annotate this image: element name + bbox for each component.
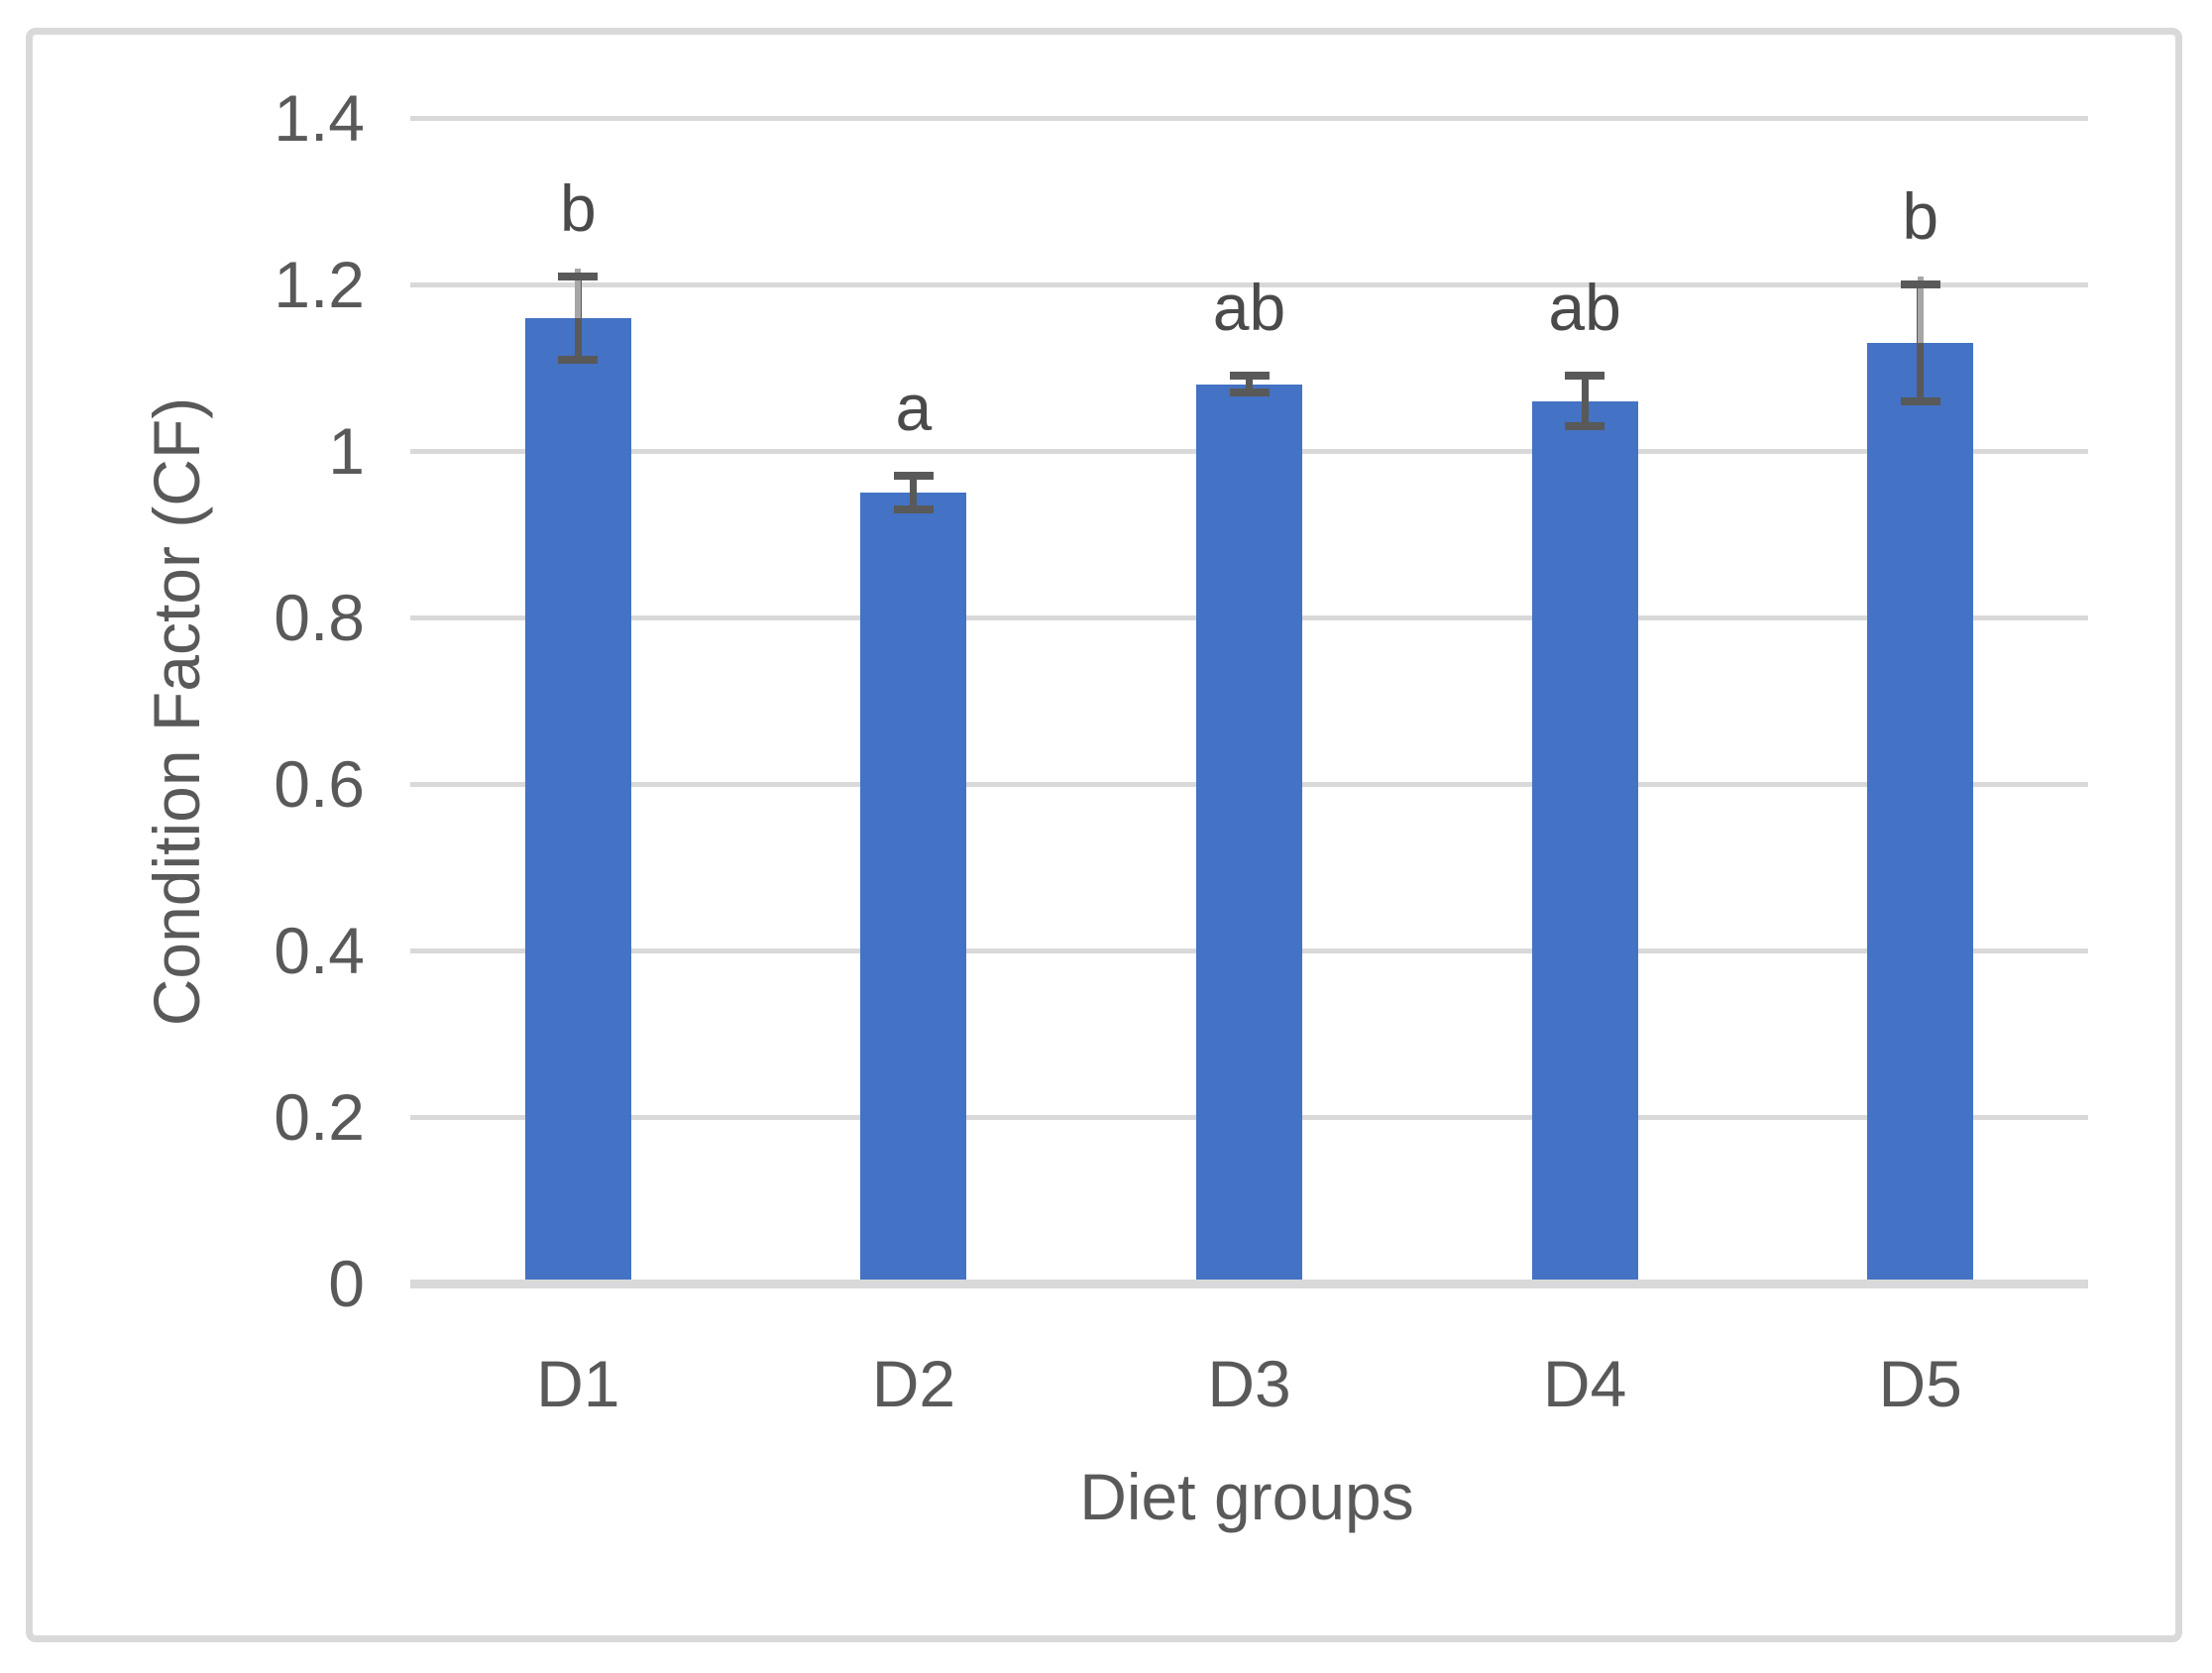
category-label-D1: D1	[536, 1347, 620, 1420]
error-line-light-D1	[575, 268, 582, 318]
x-axis-title: Diet groups	[1079, 1460, 1414, 1533]
sig-letter-D5: b	[1902, 179, 1939, 253]
sig-letter-D3: ab	[1212, 271, 1286, 345]
sig-letter-D4: ab	[1548, 271, 1621, 345]
ytick-label-0.2: 0.2	[274, 1080, 365, 1154]
error-line-D4	[1581, 376, 1589, 426]
ytick-label-0.4: 0.4	[274, 914, 365, 987]
sig-letter-D2: a	[895, 371, 933, 445]
error-cap-top-D2	[893, 472, 934, 481]
sig-letter-D1: b	[559, 170, 597, 245]
ytick-label-1: 1	[328, 414, 365, 488]
error-cap-top-D3	[1229, 372, 1270, 381]
error-cap-top-D5	[1900, 280, 1940, 288]
figure-frame-border	[26, 28, 2182, 1642]
bar-D2	[860, 493, 967, 1280]
ytick-label-0: 0	[328, 1247, 365, 1320]
error-line-D2	[910, 476, 918, 509]
bar-D4	[1531, 400, 1638, 1280]
error-cap-top-D4	[1565, 372, 1605, 381]
gridline-1.2	[410, 281, 2088, 287]
error-line-D3	[1246, 376, 1253, 393]
category-label-D2: D2	[871, 1347, 956, 1420]
bar-D5	[1867, 342, 1974, 1280]
gridline-1.4	[410, 115, 2088, 121]
error-cap-bottom-D4	[1565, 421, 1605, 430]
error-cap-bottom-D2	[893, 504, 934, 513]
ytick-label-1.4: 1.4	[274, 81, 365, 155]
bar-D1	[524, 317, 631, 1280]
category-label-D4: D4	[1542, 1347, 1627, 1420]
error-cap-bottom-D1	[558, 355, 599, 364]
bar-D3	[1196, 384, 1302, 1280]
error-line-D1	[574, 276, 582, 360]
ytick-label-0.6: 0.6	[274, 747, 365, 821]
error-cap-bottom-D5	[1900, 396, 1940, 405]
error-line-light-D5	[1917, 277, 1924, 343]
error-line-D5	[1917, 284, 1925, 401]
category-label-D3: D3	[1207, 1347, 1291, 1420]
category-label-D5: D5	[1878, 1347, 1962, 1420]
error-cap-top-D1	[558, 272, 599, 280]
error-cap-bottom-D3	[1229, 389, 1270, 397]
ytick-label-0.8: 0.8	[274, 581, 365, 654]
ytick-label-1.2: 1.2	[274, 248, 365, 321]
x-axis-line	[410, 1280, 2088, 1288]
